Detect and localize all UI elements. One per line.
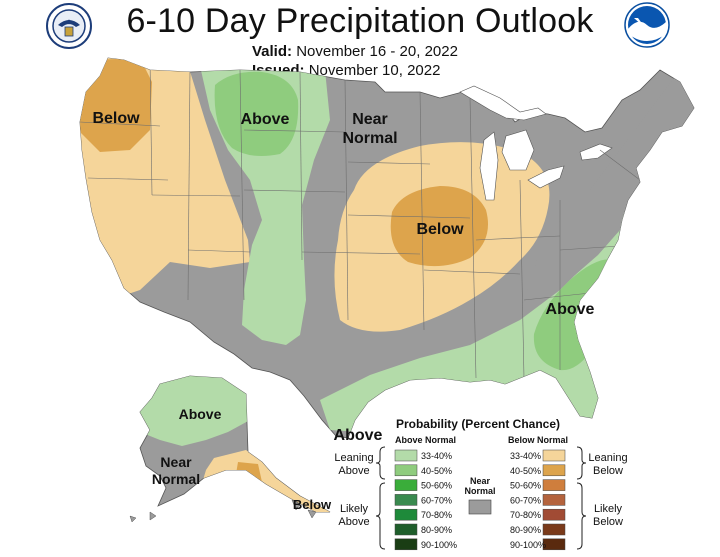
below-bin-label-3: 60-70% [510, 495, 541, 505]
above-swatch-6 [394, 538, 418, 551]
valid-dates: November 16 - 20, 2022 [296, 43, 458, 60]
likely-above-line1: Likely [340, 503, 369, 515]
label-gulf: Above [334, 427, 383, 444]
above-bin-label-2: 50-60% [421, 481, 452, 491]
legend-below-header: Below Normal [508, 435, 568, 445]
below-bin-label-2: 50-60% [510, 481, 541, 491]
label-alaska-south: Below [293, 497, 332, 512]
above-bin-label-5: 80-90% [421, 525, 452, 535]
north-plains-above [214, 71, 299, 156]
lake-erie [527, 165, 565, 189]
label-alaska-near-line2: Normal [152, 471, 200, 487]
label-midwest: Below [416, 221, 464, 238]
midwest-below [390, 186, 488, 267]
brace-likely-below [576, 482, 587, 550]
label-north-plains: Above [241, 111, 290, 128]
leaning-above-line2: Above [338, 465, 369, 477]
below-swatch-5 [542, 523, 566, 536]
below-swatch-0 [542, 449, 566, 462]
label-alaska-near-line1: Near [160, 454, 192, 470]
above-swatch-4 [394, 508, 418, 521]
commerce-seal-icon [46, 3, 92, 49]
below-swatch-1 [542, 464, 566, 477]
valid-line: Valid: November 16 - 20, 2022 [252, 43, 458, 60]
label-southeast: Above [546, 301, 595, 318]
alaska-below [236, 462, 262, 486]
brace-likely-above [375, 482, 386, 550]
below-swatch-3 [542, 494, 566, 506]
above-bin-label-3: 60-70% [421, 495, 452, 505]
above-swatch-1 [394, 464, 418, 477]
above-swatch-5 [394, 523, 418, 536]
lake-superior [459, 85, 547, 121]
legend-title: Probability (Percent Chance) [396, 417, 560, 431]
below-swatch-2 [542, 479, 566, 491]
likely-below-line1: Likely [594, 503, 623, 515]
above-bin-label-0: 33-40% [421, 451, 452, 461]
above-bin-label-6: 90-100% [421, 540, 457, 550]
label-near-normal-line1: Near [352, 111, 388, 128]
legend: Probability (Percent Chance) Above Norma… [334, 417, 628, 551]
state-boundaries [80, 59, 641, 379]
above-swatches: 33-40% 40-50% 50-60% 60-70% 70-80% 80-90% 90-1… [394, 449, 457, 551]
northwest-below [80, 58, 152, 152]
below-swatch-6 [542, 538, 566, 551]
below-bin-label-0: 33-40% [510, 451, 541, 461]
alaska-leaning-above [140, 376, 260, 446]
lake-michigan [479, 131, 499, 201]
above-bin-label-4: 70-80% [421, 510, 452, 520]
near-normal-swatch [468, 499, 492, 515]
leaning-below-line1: Leaning [588, 452, 627, 464]
brace-leaning-below [576, 446, 587, 480]
issued-date: November 10, 2022 [308, 62, 441, 79]
label-northwest: Below [92, 110, 140, 127]
leaning-below-line2: Below [593, 465, 623, 477]
label-near-normal-line2: Normal [342, 130, 397, 147]
legend-above-header: Above Normal [395, 435, 456, 445]
legend-near-line1: Near [470, 476, 491, 486]
above-bin-label-1: 40-50% [421, 466, 452, 476]
page-title: 6-10 Day Precipitation Outlook [126, 2, 594, 40]
valid-label: Valid: [252, 43, 293, 60]
below-bin-label-5: 80-90% [510, 525, 541, 535]
label-alaska-north: Above [179, 406, 222, 422]
above-swatch-3 [394, 494, 418, 506]
brace-leaning-above [375, 446, 386, 480]
lake-ontario [579, 143, 613, 161]
legend-near-line2: Normal [464, 486, 495, 496]
alaska-leaning-below [200, 450, 330, 512]
above-swatch-0 [394, 449, 418, 462]
below-bin-label-6: 90-100% [510, 540, 546, 550]
northeast-near-normal [520, 60, 694, 315]
below-bin-label-1: 40-50% [510, 466, 541, 476]
below-bin-label-4: 70-80% [510, 510, 541, 520]
likely-above-line2: Above [338, 516, 369, 528]
leaning-above-line1: Leaning [334, 452, 373, 464]
below-swatches: 33-40% 40-50% 50-60% 60-70% 70-80% 80-90% 90-1… [510, 449, 566, 551]
lake-huron [501, 129, 535, 171]
alaska-islands [129, 499, 317, 523]
likely-below-line2: Below [593, 516, 623, 528]
noaa-logo-icon [624, 2, 670, 48]
above-swatch-2 [394, 479, 418, 491]
below-swatch-4 [542, 508, 566, 521]
